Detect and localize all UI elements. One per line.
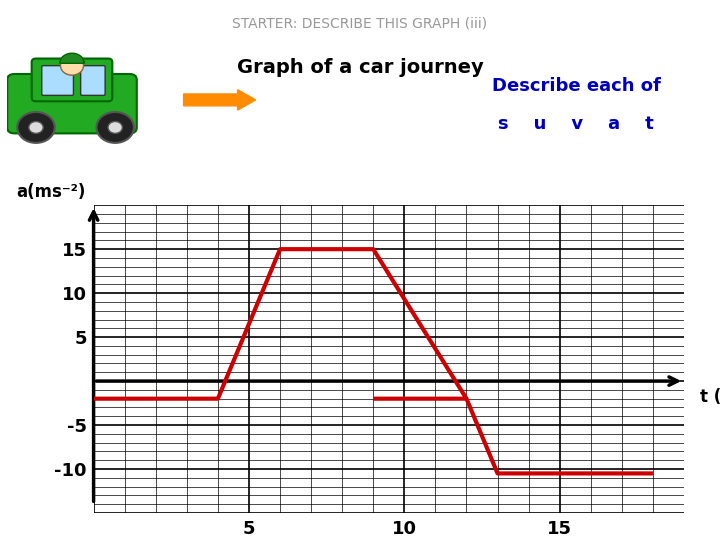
Wedge shape [60,53,84,63]
Text: s    u    v    a    t: s u v a t [498,115,654,133]
Circle shape [96,112,134,143]
FancyBboxPatch shape [32,58,112,102]
Circle shape [29,122,43,133]
Text: t (secs): t (secs) [700,388,720,406]
Text: Graph of a car journey: Graph of a car journey [237,58,483,77]
FancyBboxPatch shape [7,74,137,133]
Text: STARTER: DESCRIBE THIS GRAPH (iii): STARTER: DESCRIBE THIS GRAPH (iii) [233,16,487,30]
FancyBboxPatch shape [42,66,73,96]
Circle shape [108,122,122,133]
Circle shape [17,112,55,143]
Text: a(ms⁻²): a(ms⁻²) [16,183,85,201]
Circle shape [60,56,84,75]
FancyBboxPatch shape [81,66,105,96]
Text: Describe each of: Describe each of [492,77,660,96]
